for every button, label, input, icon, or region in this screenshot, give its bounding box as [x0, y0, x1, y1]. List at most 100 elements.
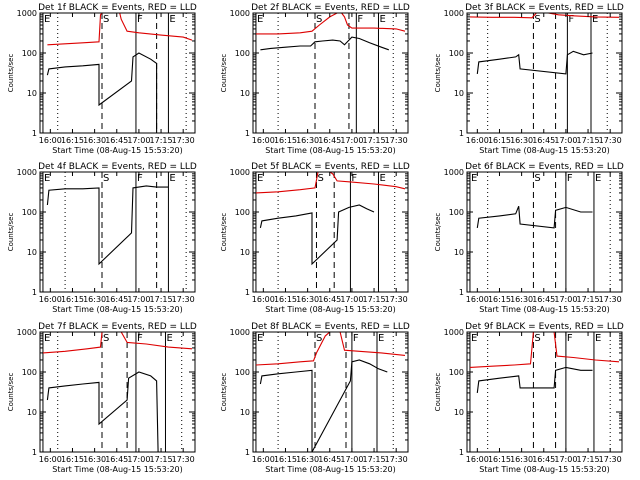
x-tick-label: 17:15	[363, 136, 386, 145]
x-tick-label: 16:45	[105, 455, 128, 464]
x-tick-label: 17:15	[150, 455, 173, 464]
y-axis-label: Counts/sec	[220, 54, 228, 93]
time-marker-label: S	[316, 14, 322, 25]
lld-series-line	[255, 172, 406, 194]
y-tick-label: 10	[454, 89, 464, 98]
x-axis-label: Start Time (08-Aug-15 15:53:20)	[52, 465, 183, 474]
x-axis-label: Start Time (08-Aug-15 15:53:20)	[265, 465, 396, 474]
x-tick-label: 17:00	[340, 455, 363, 464]
x-tick-label: 16:30	[296, 295, 319, 304]
y-tick-label: 1	[459, 448, 464, 457]
x-axis-label: Start Time (08-Aug-15 15:53:20)	[479, 465, 610, 474]
x-tick-label: 16:00	[466, 455, 489, 464]
x-tick-label: 17:30	[385, 455, 408, 464]
time-marker-label: F	[357, 14, 363, 25]
x-tick-label: 17:15	[577, 136, 600, 145]
x-tick-label: 16:15	[61, 295, 84, 304]
time-marker-label: E	[44, 14, 50, 25]
y-tick-label: 100	[22, 49, 37, 58]
events-series-line	[46, 52, 158, 133]
y-tick-label: 10	[454, 248, 464, 257]
time-marker-label: E	[257, 173, 263, 184]
x-tick-label: 16:30	[296, 455, 319, 464]
time-marker-label: E	[471, 173, 477, 184]
y-axis-label: Counts/sec	[434, 54, 442, 93]
plot-frame	[252, 12, 409, 134]
time-marker-label: F	[137, 173, 143, 184]
y-tick-label: 1000	[17, 168, 37, 177]
y-axis-label: Counts/sec	[220, 373, 228, 412]
plot-frame	[466, 12, 623, 134]
y-tick-label: 1000	[230, 9, 250, 18]
x-tick-label: 16:30	[510, 295, 533, 304]
time-marker-label: E	[44, 173, 50, 184]
time-marker-label: S	[534, 173, 540, 184]
time-marker-label: E	[169, 173, 175, 184]
x-tick-label: 16:45	[318, 136, 341, 145]
x-tick-label: 16:45	[105, 136, 128, 145]
time-marker-label: E	[378, 333, 384, 344]
x-tick-label: 17:30	[172, 295, 195, 304]
events-series-line	[260, 36, 389, 51]
events-series-line	[46, 185, 169, 266]
x-axis-label: Start Time (08-Aug-15 15:53:20)	[265, 146, 396, 155]
x-tick-label: 16:30	[83, 455, 106, 464]
y-tick-label: 1	[32, 129, 37, 138]
lld-series-line	[469, 13, 620, 19]
x-tick-label: 17:15	[150, 295, 173, 304]
y-tick-label: 1	[32, 448, 37, 457]
y-tick-label: 1	[245, 129, 250, 138]
x-tick-label: 16:00	[39, 136, 62, 145]
y-tick-label: 10	[240, 89, 250, 98]
panel-title: Det 2f BLACK = Events, RED = LLD	[251, 3, 410, 13]
time-marker-label: F	[351, 173, 357, 184]
x-tick-label: 16:45	[532, 455, 555, 464]
x-tick-label: 16:15	[488, 295, 511, 304]
y-tick-label: 1000	[17, 9, 37, 18]
x-tick-label: 16:30	[296, 136, 319, 145]
y-axis-label: Counts/sec	[7, 373, 15, 412]
x-tick-label: 17:15	[363, 455, 386, 464]
x-tick-label: 17:00	[340, 295, 363, 304]
x-tick-label: 16:00	[252, 136, 275, 145]
x-tick-label: 17:30	[599, 136, 622, 145]
time-marker-label: E	[592, 14, 598, 25]
panel-title: Det 5f BLACK = Events, RED = LLD	[251, 162, 410, 172]
y-tick-label: 1	[32, 288, 37, 297]
time-marker-label: F	[567, 333, 573, 344]
x-tick-label: 16:45	[532, 295, 555, 304]
y-tick-label: 10	[240, 408, 250, 417]
x-tick-label: 17:15	[150, 136, 173, 145]
y-tick-label: 100	[449, 49, 464, 58]
panel-title: Det 8f BLACK = Events, RED = LLD	[251, 322, 410, 332]
y-tick-label: 1	[245, 288, 250, 297]
y-tick-label: 100	[235, 368, 250, 377]
lld-series-line	[469, 332, 620, 368]
y-tick-label: 100	[449, 368, 464, 377]
x-axis-label: Start Time (08-Aug-15 15:53:20)	[479, 305, 610, 314]
time-marker-label: F	[353, 333, 359, 344]
y-axis-label: Counts/sec	[7, 213, 15, 252]
x-tick-label: 16:00	[39, 295, 62, 304]
y-tick-label: 10	[27, 89, 37, 98]
y-tick-label: 10	[240, 248, 250, 257]
lld-series-line	[42, 332, 193, 354]
y-tick-label: 100	[22, 368, 37, 377]
time-marker-label: S	[103, 333, 109, 344]
x-tick-label: 17:00	[340, 136, 363, 145]
lld-series-line	[256, 13, 406, 35]
x-tick-label: 17:30	[172, 455, 195, 464]
x-tick-label: 16:45	[532, 136, 555, 145]
x-axis-label: Start Time (08-Aug-15 15:53:20)	[52, 146, 183, 155]
plot-frame	[39, 171, 196, 293]
x-axis-label: Start Time (08-Aug-15 15:53:20)	[479, 146, 610, 155]
y-tick-label: 1000	[444, 9, 464, 18]
x-tick-label: 17:30	[385, 136, 408, 145]
lld-series-line	[255, 332, 406, 366]
y-axis-label: Counts/sec	[220, 213, 228, 252]
x-tick-label: 16:45	[318, 455, 341, 464]
